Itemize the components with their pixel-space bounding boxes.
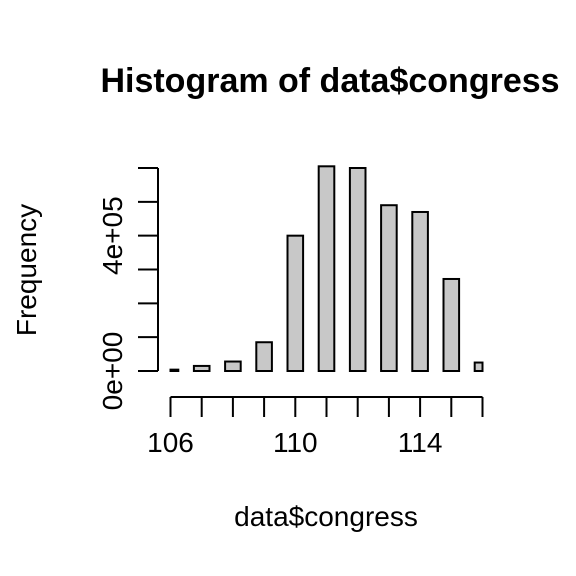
histogram-bar: [192, 364, 211, 372]
histogram-bar: [348, 167, 367, 372]
x-axis-label: data$congress: [234, 501, 418, 532]
x-tick-label: 106: [147, 427, 194, 458]
histogram-bar: [473, 361, 484, 372]
y-axis: 0e+00 4e+05: [97, 167, 159, 411]
histogram-bar: [411, 210, 429, 372]
histogram-bar: [317, 165, 336, 372]
histogram-bar: [380, 204, 398, 372]
x-tick-label: 110: [273, 427, 318, 458]
histogram-bar: [286, 234, 305, 372]
x-axis: 106 110 114: [147, 396, 484, 458]
bars-group: [169, 165, 484, 373]
y-tick-label: 4e+05: [97, 196, 128, 275]
histogram-bar: [224, 360, 242, 373]
y-tick-label: 0e+00: [97, 332, 128, 411]
y-axis-label: Frequency: [11, 204, 42, 336]
chart-title: Histogram of data$congress: [100, 62, 559, 100]
x-tick-label: 114: [398, 427, 443, 458]
histogram-bar: [169, 368, 180, 373]
histogram-bar: [255, 341, 273, 373]
histogram-bar: [442, 277, 461, 372]
